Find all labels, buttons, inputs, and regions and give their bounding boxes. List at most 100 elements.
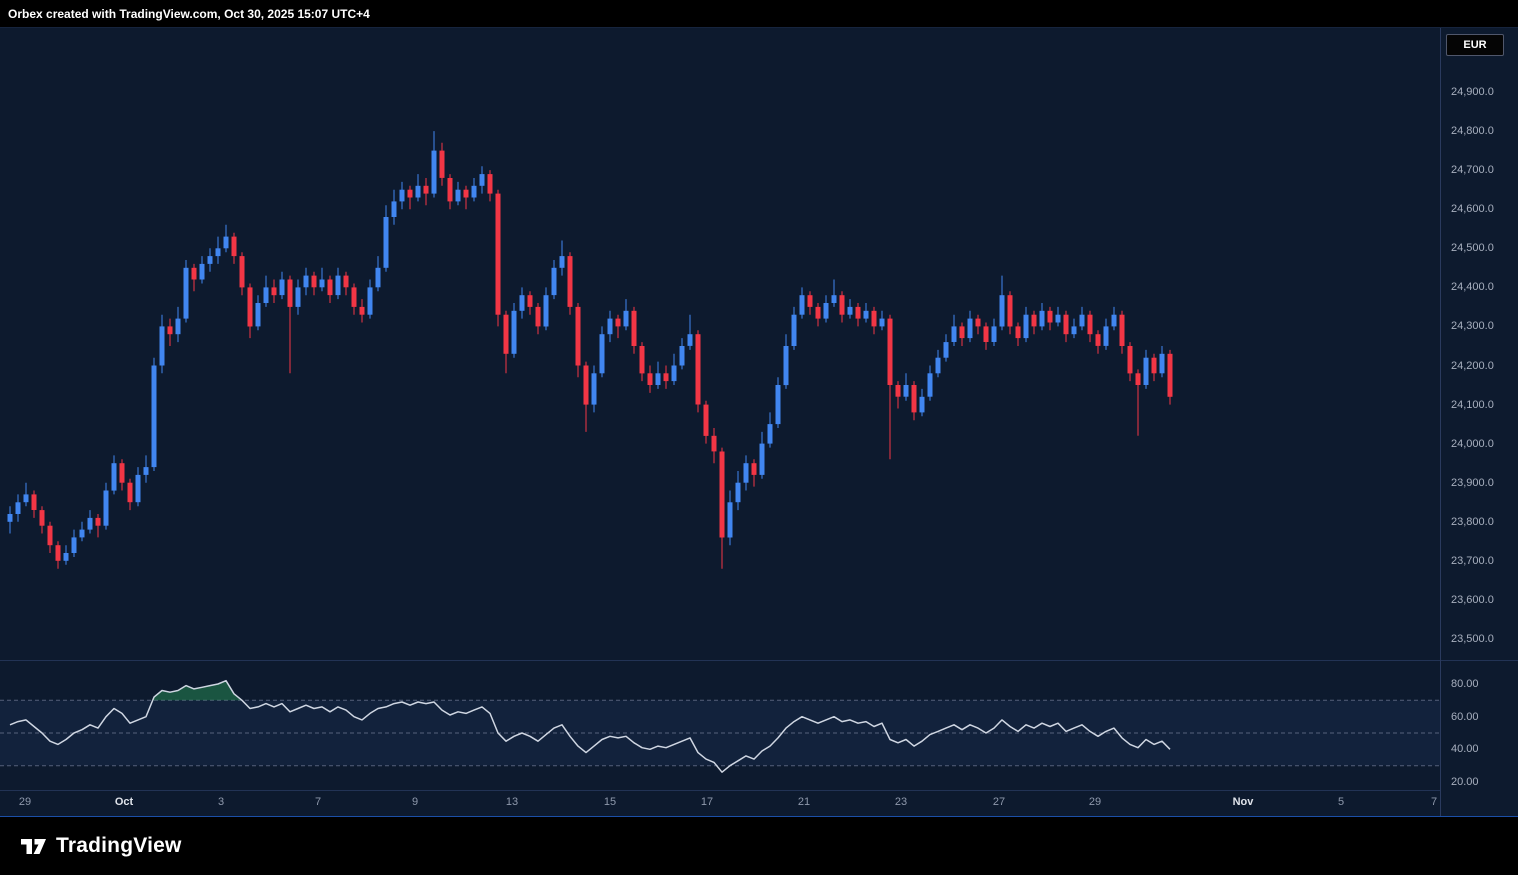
candlestick[interactable]	[1127, 346, 1133, 374]
candlestick[interactable]	[943, 342, 949, 358]
candlestick[interactable]	[695, 334, 701, 405]
candlestick[interactable]	[455, 189, 461, 202]
candlestick[interactable]	[1015, 326, 1021, 339]
candlestick[interactable]	[335, 275, 341, 296]
candlestick[interactable]	[1167, 353, 1173, 397]
candlestick[interactable]	[615, 318, 621, 327]
candlestick[interactable]	[207, 256, 213, 264]
candlestick[interactable]	[647, 373, 653, 385]
candlestick[interactable]	[863, 310, 869, 319]
candlestick[interactable]	[1079, 314, 1085, 327]
candlestick[interactable]	[311, 275, 317, 288]
candlestick[interactable]	[919, 396, 925, 413]
candlestick[interactable]	[503, 314, 509, 354]
candlestick[interactable]	[479, 174, 485, 186]
candlestick[interactable]	[1135, 373, 1141, 385]
candlestick[interactable]	[351, 287, 357, 307]
candlestick[interactable]	[839, 295, 845, 315]
candlestick[interactable]	[383, 217, 389, 268]
candlestick[interactable]	[703, 404, 709, 436]
candlestick[interactable]	[799, 295, 805, 315]
candlestick[interactable]	[495, 193, 501, 315]
candlestick[interactable]	[559, 256, 565, 268]
candlestick[interactable]	[399, 189, 405, 202]
candlestick[interactable]	[719, 451, 725, 538]
candlestick[interactable]	[663, 373, 669, 382]
candlestick[interactable]	[431, 150, 437, 194]
candlestick[interactable]	[551, 267, 557, 296]
candlestick[interactable]	[791, 314, 797, 346]
candlestick[interactable]	[1159, 353, 1165, 374]
candlestick[interactable]	[935, 357, 941, 374]
candlestick[interactable]	[807, 295, 813, 307]
candlestick[interactable]	[999, 295, 1005, 327]
candlestick[interactable]	[1119, 314, 1125, 346]
candlestick[interactable]	[895, 385, 901, 397]
candlestick[interactable]	[415, 185, 421, 198]
candlestick[interactable]	[1151, 357, 1157, 374]
candlestick[interactable]	[143, 467, 149, 475]
candlestick[interactable]	[175, 318, 181, 335]
candlestick[interactable]	[847, 306, 853, 315]
candlestick[interactable]	[79, 529, 85, 538]
candlestick[interactable]	[631, 310, 637, 346]
candlestick[interactable]	[1143, 357, 1149, 385]
candlestick[interactable]	[223, 236, 229, 249]
candlestick[interactable]	[575, 306, 581, 366]
candlestick[interactable]	[23, 494, 29, 503]
candlestick[interactable]	[319, 279, 325, 288]
candlestick[interactable]	[7, 514, 13, 522]
candlestick[interactable]	[743, 463, 749, 483]
candlestick[interactable]	[599, 334, 605, 374]
candlestick[interactable]	[639, 346, 645, 374]
candlestick[interactable]	[87, 517, 93, 530]
candlestick[interactable]	[591, 373, 597, 405]
candlestick[interactable]	[655, 373, 661, 385]
candlestick[interactable]	[887, 318, 893, 385]
candlestick[interactable]	[463, 189, 469, 198]
oscillator-pane[interactable]	[0, 662, 1440, 790]
candlestick[interactable]	[759, 443, 765, 475]
candlestick[interactable]	[711, 435, 717, 452]
candlestick[interactable]	[55, 545, 61, 561]
candlestick[interactable]	[279, 279, 285, 296]
candlestick[interactable]	[1087, 314, 1093, 335]
candlestick[interactable]	[39, 510, 45, 526]
candlestick[interactable]	[95, 517, 101, 526]
candlestick[interactable]	[959, 326, 965, 339]
candlestick[interactable]	[1031, 314, 1037, 327]
candlestick[interactable]	[823, 303, 829, 319]
candlestick[interactable]	[831, 295, 837, 303]
candlestick[interactable]	[967, 318, 973, 339]
candlestick[interactable]	[623, 310, 629, 327]
candlestick-chart[interactable]	[0, 28, 1440, 660]
candlestick[interactable]	[815, 306, 821, 319]
candlestick[interactable]	[1103, 326, 1109, 346]
candlestick[interactable]	[983, 326, 989, 342]
candlestick[interactable]	[159, 326, 165, 366]
candlestick[interactable]	[231, 236, 237, 257]
candlestick[interactable]	[247, 287, 253, 327]
candlestick[interactable]	[407, 189, 413, 198]
candlestick[interactable]	[255, 303, 261, 327]
candlestick[interactable]	[199, 263, 205, 280]
candlestick[interactable]	[287, 279, 293, 307]
candlestick[interactable]	[327, 279, 333, 296]
candlestick[interactable]	[423, 185, 429, 194]
candlestick[interactable]	[471, 185, 477, 198]
candlestick[interactable]	[191, 267, 197, 280]
candlestick[interactable]	[127, 482, 133, 503]
candlestick[interactable]	[447, 178, 453, 202]
candlestick[interactable]	[1071, 326, 1077, 335]
candlestick[interactable]	[375, 267, 381, 288]
candlestick[interactable]	[111, 463, 117, 491]
tradingview-logo[interactable]: TradingView	[20, 833, 182, 860]
price-axis[interactable]: EUR 24,900.0 24,800.0 24,700.0 24,600.0 24,5…	[1441, 28, 1518, 816]
candlestick[interactable]	[183, 267, 189, 319]
candlestick[interactable]	[911, 385, 917, 413]
candlestick[interactable]	[903, 385, 909, 397]
candlestick[interactable]	[535, 306, 541, 327]
candlestick[interactable]	[511, 310, 517, 354]
candlestick[interactable]	[15, 502, 21, 514]
candlestick[interactable]	[927, 373, 933, 397]
